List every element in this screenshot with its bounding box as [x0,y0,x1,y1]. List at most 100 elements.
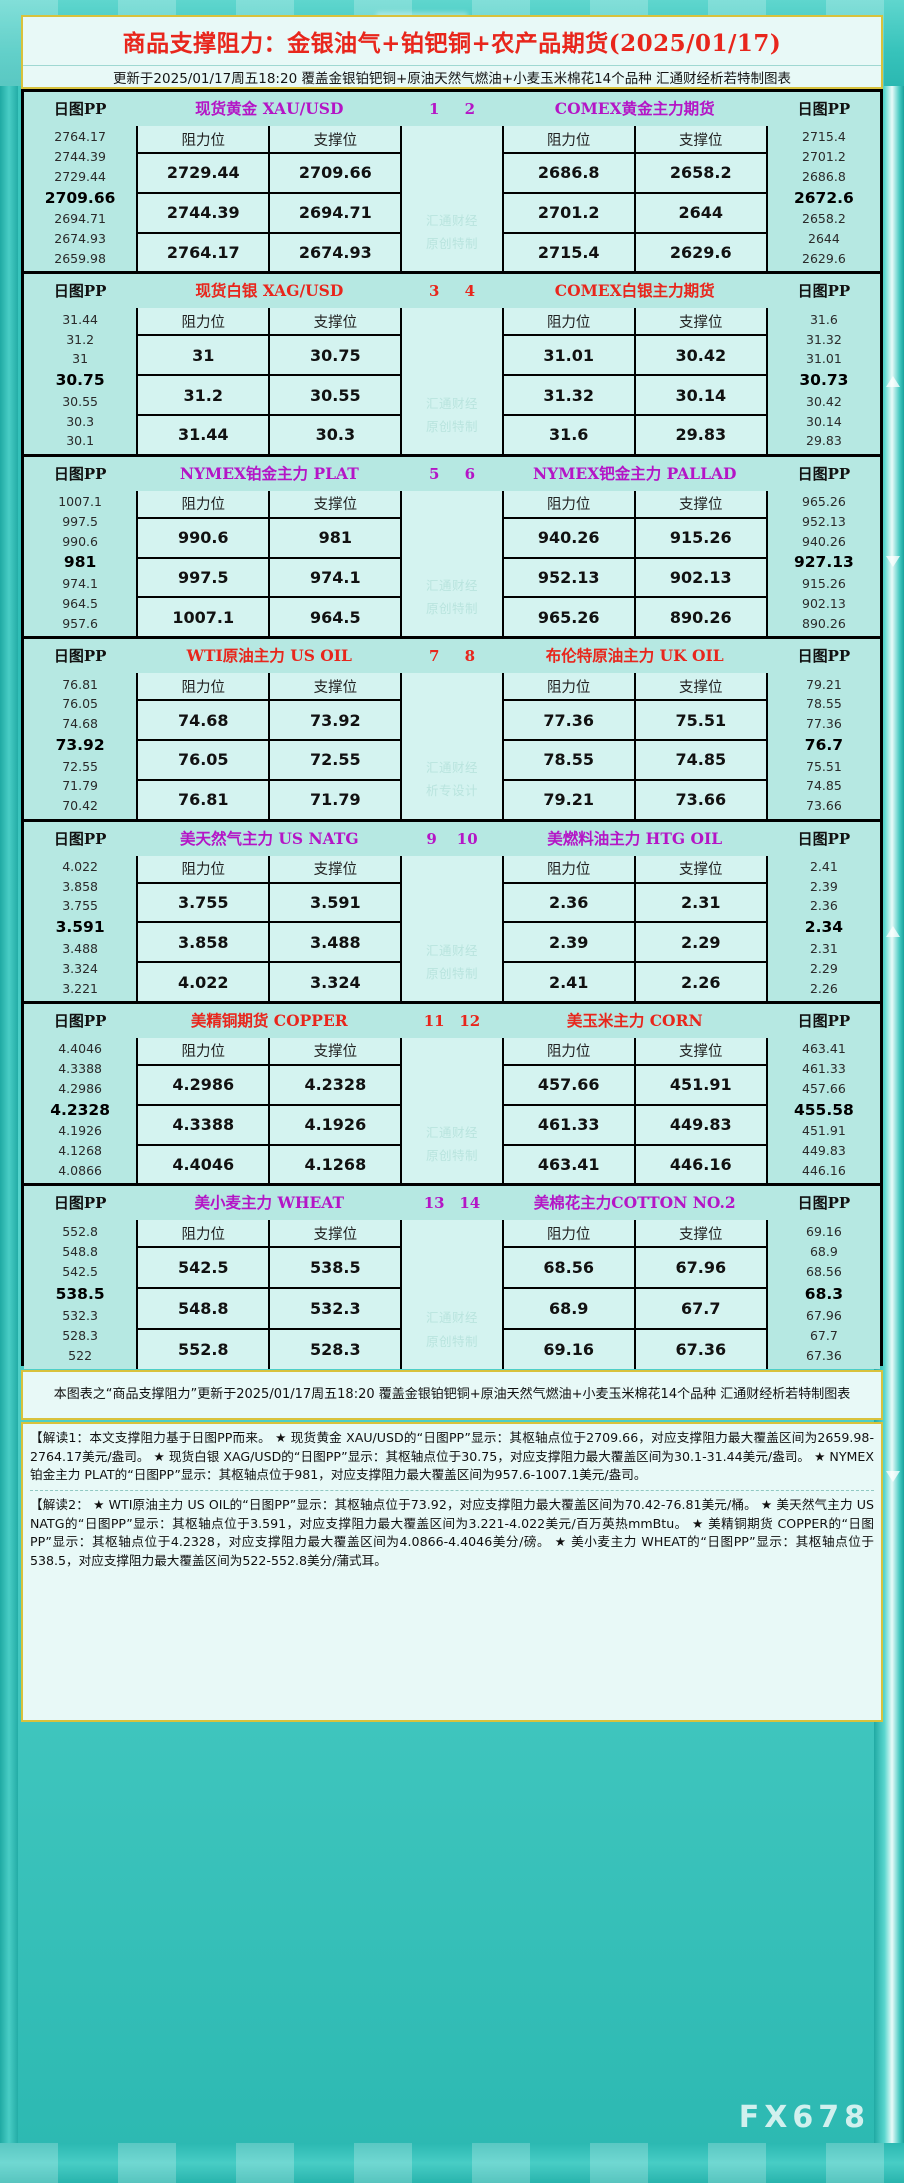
instrument-block: 日图PP 2764.17 2744.39 2729.44 2709.66 2694.71 2… [24,92,881,275]
resistance-value: 2729.44 [138,154,271,192]
support-value: 30.75 [310,345,361,365]
levels-table-row: 2.41 2.26 [504,963,766,1001]
resistance-header: 阻力位 [504,1220,636,1247]
levels-table-row: 31.6 29.83 [504,415,766,454]
pivot-level-value: 940.26 [802,533,846,549]
pivot-level-value: 3.858 [62,878,98,894]
scroll-up-arrow-icon-2 [886,926,900,937]
pivot-level-value: 78.55 [806,696,842,712]
support-header: 支撑位 [313,1044,358,1061]
pivot-point-header: 日图PP [797,100,851,118]
center-watermark: 汇通财经 原创特制 [402,490,502,637]
support-value: 2.29 [681,932,721,952]
watermark-line-2: 原创特制 [426,418,479,434]
bottom-band [0,2143,904,2183]
support-header: 支撑位 [313,862,358,879]
levels-table-row: 31.01 30.42 [503,336,766,377]
pivot-level-value: 890.26 [802,615,846,631]
levels-table-row: 31.2 30.55 [138,376,401,416]
instrument-panel: 美燃料油主力 HTG OIL 阻力位 支撑位 2.36 2.31 2.39 2.29 2.41… [501,821,768,1001]
levels-table-header: 阻力位 支撑位 [503,1037,766,1066]
pivot-point-header: 日图PP [53,647,107,666]
pivot-level-value: 548.8 [62,1244,98,1260]
resistance-value: 461.33 [504,1105,636,1144]
levels-table-row: 78.55 74.85 [503,740,766,781]
levels-table-row: 31 30.75 [138,336,401,377]
pivot-level-value: 957.6 [62,615,98,631]
pivot-level-value: 76.81 [62,676,98,692]
resistance-value: 69.16 [504,1329,636,1369]
resistance-value: 4.4046 [138,1145,271,1184]
support-value: 451.91 [669,1075,732,1095]
support-value: 2644 [678,203,724,223]
center-watermark: 汇通财经 析专设计 [402,673,502,819]
block-index-right: 8 [464,647,476,666]
resistance-header: 阻力位 [504,855,636,882]
pivot-level-value: 964.5 [62,595,98,611]
support-value: 2.26 [681,972,721,992]
levels-table-row: 2.39 2.29 [503,923,766,964]
pivot-point-column: 日图PP 79.21 78.55 77.36 76.7 75.51 74.85 73.66 [767,639,881,819]
levels-table: 阻力位 支撑位 74.68 73.92 76.05 72.55 76.81 71.79 [136,673,403,819]
support-resistance-board: 日图PP 2764.17 2744.39 2729.44 2709.66 2694.71 2… [21,89,883,1369]
pivot-point-header: 日图PP [53,1194,107,1213]
support-value: 538.5 [310,1258,361,1278]
support-value: 73.92 [310,710,361,730]
pivot-level-value: 2.26 [809,980,838,996]
levels-table-row: 2764.17 2674.93 [138,233,400,272]
pivot-level-value: 31.32 [806,331,842,347]
resistance-value: 76.81 [138,780,271,819]
block-index-left: 1 [428,100,440,118]
resistance-value: 78.55 [504,740,636,779]
resistance-value: 4.3388 [138,1105,271,1144]
pivot-level-value: 2.39 [809,878,838,894]
levels-table-row: 2.36 2.31 [503,883,766,924]
pivot-point-value: 2.34 [804,918,844,937]
pivot-level-value: 4.022 [62,858,98,874]
pivot-point-header: 日图PP [53,282,107,301]
levels-table-header: 阻力位 支撑位 [503,1220,766,1249]
levels-table: 阻力位 支撑位 4.2986 4.2328 4.3388 4.1926 4.4046 4.12… [136,1037,403,1184]
pivot-point-column: 日图PP 2715.4 2701.2 2686.8 2672.6 2658.2 2644 26… [767,92,881,272]
pivot-point-list: 31.6 31.32 31.01 30.73 30.42 30.14 29.83 [768,308,880,453]
resistance-header: 阻力位 [138,126,271,152]
resistance-value: 990.6 [138,518,271,557]
support-value: 532.3 [310,1299,361,1319]
levels-table-header: 阻力位 支撑位 [138,490,401,519]
pivot-level-value: 2659.98 [54,250,106,266]
pivot-point-value: 68.3 [804,1284,844,1303]
pivot-level-value: 974.1 [62,576,98,592]
block-index-column: 9 10 汇通财经 原创特制 [402,821,502,1001]
support-value: 2658.2 [669,163,732,183]
support-value: 449.83 [669,1115,732,1135]
pivot-level-value: 2658.2 [802,211,846,227]
instrument-title: 布伦特原油主力 UK OIL [501,639,768,674]
resistance-header: 阻力位 [504,308,636,335]
resistance-header: 阻力位 [504,673,636,700]
resistance-value: 68.56 [504,1248,636,1288]
block-index-column: 1 2 汇通财经 原创特制 [402,92,502,272]
levels-table-row: 2686.8 2658.2 [503,154,766,194]
instrument-title: 美天然气主力 US NATG [136,821,403,856]
support-value: 528.3 [310,1339,361,1359]
watermark-line-1: 汇通财经 [426,1125,479,1141]
pivot-point-column: 日图PP 76.81 76.05 74.68 73.92 72.55 71.79 70.42 [24,639,137,819]
center-watermark: 汇通财经 原创特制 [402,126,502,272]
brand-watermark: FX678 [738,2100,870,2135]
support-value: 2629.6 [669,242,732,262]
pivot-point-value: 538.5 [55,1284,105,1303]
support-value: 67.96 [675,1258,727,1278]
resistance-value: 965.26 [504,598,636,637]
block-index-numbers: 9 10 [402,822,501,856]
instrument-title: COMEX黄金主力期货 [501,92,768,126]
pivot-level-value: 952.13 [802,513,846,529]
support-value: 73.66 [675,790,727,810]
pivot-point-header: 日图PP [797,464,851,483]
levels-table: 阻力位 支撑位 457.66 451.91 461.33 449.83 463.41 446.… [501,1037,768,1184]
support-header: 支撑位 [313,679,358,696]
resistance-value: 1007.1 [138,598,271,637]
instrument-title: COMEX白银主力期货 [501,274,768,309]
instrument-panel: 美小麦主力 WHEAT 阻力位 支撑位 542.5 538.5 548.8 532.3 552… [136,1186,403,1369]
levels-table-row: 1007.1 964.5 [138,598,400,637]
